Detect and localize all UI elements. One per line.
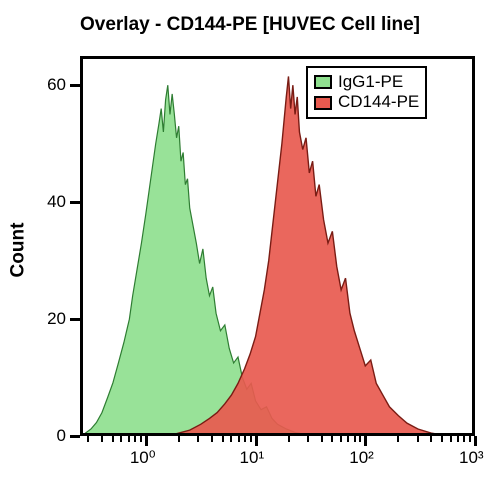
x-minor-tick — [359, 436, 361, 442]
legend-swatch — [314, 96, 332, 110]
x-tick-label: 10² — [349, 448, 374, 468]
x-minor-tick — [331, 436, 333, 442]
y-axis-label: Count — [7, 223, 29, 278]
x-minor-tick — [230, 436, 232, 442]
chart-stage: Overlay - CD144-PE [HUVEC Cell line] Cou… — [0, 0, 500, 500]
x-minor-tick — [457, 436, 459, 442]
x-minor-tick — [101, 436, 103, 442]
x-minor-tick — [238, 436, 240, 442]
x-tick-label: 10³ — [459, 448, 484, 468]
x-minor-tick — [441, 436, 443, 442]
y-tick-label: 40 — [32, 192, 66, 212]
x-minor-tick — [222, 436, 224, 442]
legend: IgG1-PECD144-PE — [306, 66, 427, 119]
x-minor-tick — [140, 436, 142, 442]
legend-swatch — [314, 75, 332, 89]
x-minor-tick — [397, 436, 399, 442]
x-minor-tick — [288, 436, 290, 442]
y-tick — [70, 435, 80, 438]
x-minor-tick — [128, 436, 130, 442]
legend-item: CD144-PE — [314, 92, 419, 112]
x-minor-tick — [340, 436, 342, 442]
y-tick — [70, 318, 80, 321]
x-minor-tick — [463, 436, 465, 442]
y-tick-label: 0 — [32, 426, 66, 446]
x-minor-tick — [347, 436, 349, 442]
x-minor-tick — [112, 436, 114, 442]
x-tick — [255, 436, 258, 446]
x-minor-tick — [321, 436, 323, 442]
legend-label: IgG1-PE — [338, 72, 403, 92]
x-tick — [364, 436, 367, 446]
chart-title: Overlay - CD144-PE [HUVEC Cell line] — [0, 14, 500, 36]
x-minor-tick — [211, 436, 213, 442]
x-tick — [145, 436, 148, 446]
x-minor-tick — [417, 436, 419, 442]
legend-label: CD144-PE — [338, 92, 419, 112]
legend-item: IgG1-PE — [314, 72, 419, 92]
y-tick — [70, 84, 80, 87]
x-minor-tick — [250, 436, 252, 442]
x-minor-tick — [244, 436, 246, 442]
x-tick — [474, 436, 477, 446]
x-minor-tick — [307, 436, 309, 442]
y-tick-label: 60 — [32, 75, 66, 95]
x-minor-tick — [430, 436, 432, 442]
y-tick — [70, 201, 80, 204]
x-minor-tick — [120, 436, 122, 442]
x-tick-label: 10¹ — [240, 448, 265, 468]
x-minor-tick — [197, 436, 199, 442]
x-minor-tick — [134, 436, 136, 442]
x-minor-tick — [354, 436, 356, 442]
x-minor-tick — [469, 436, 471, 442]
y-tick-label: 20 — [32, 309, 66, 329]
x-minor-tick — [450, 436, 452, 442]
y-axis-label-wrap: Count — [6, 0, 30, 500]
x-minor-tick — [178, 436, 180, 442]
x-minor-tick — [87, 436, 89, 442]
x-tick-label: 10⁰ — [130, 448, 156, 468]
